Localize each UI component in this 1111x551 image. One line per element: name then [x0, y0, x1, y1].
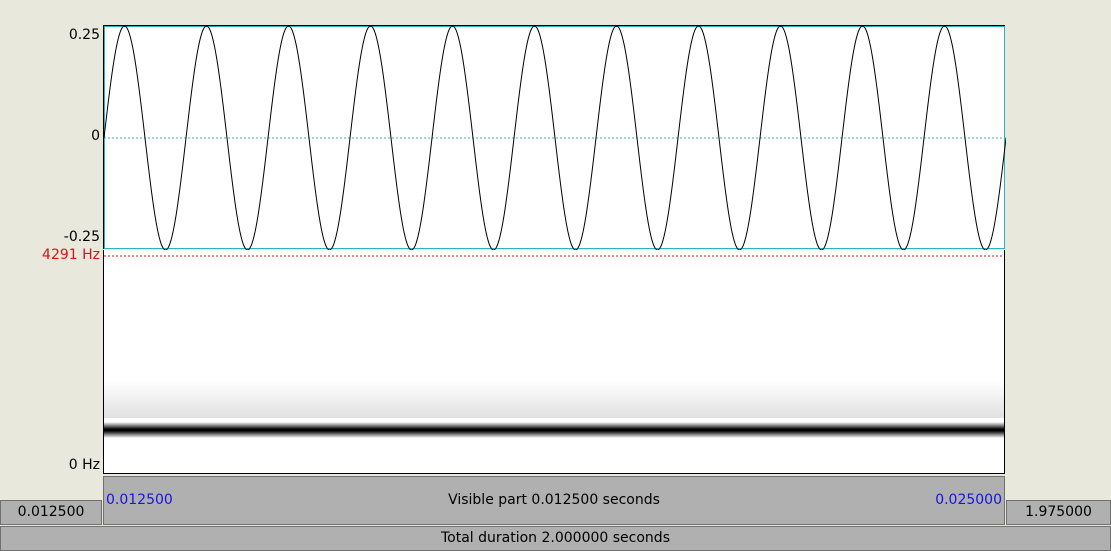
waveform-svg — [104, 26, 1006, 250]
time-after-visible-bar[interactable]: 1.975000 — [1006, 500, 1111, 525]
spectrogram-frequency-band — [104, 422, 1004, 438]
spectrogram-svg — [104, 255, 1004, 438]
waveform-y-top-label: 0.25 — [68, 27, 100, 43]
visible-end-time: 0.025000 — [935, 492, 1002, 508]
spectrogram-top-freq-label: 4291 Hz — [42, 247, 100, 263]
time-before-visible-bar[interactable]: 0.012500 — [0, 500, 102, 525]
total-duration-bar[interactable]: Total duration 2.000000 seconds — [0, 526, 1111, 551]
spectrogram-haze — [104, 380, 1004, 418]
visible-start-time: 0.012500 — [106, 492, 173, 508]
spectrogram-bottom-freq-label: 0 Hz — [68, 457, 100, 473]
spectrogram-panel[interactable] — [103, 250, 1005, 474]
waveform-y-bottom-label: -0.25 — [63, 229, 100, 245]
waveform-y-zero-label: 0 — [91, 128, 100, 144]
waveform-signal — [104, 26, 1006, 250]
visible-part-bar[interactable]: 0.012500 Visible part 0.012500 seconds 0… — [103, 476, 1005, 525]
waveform-panel[interactable] — [103, 25, 1006, 250]
visible-part-label: Visible part 0.012500 seconds — [448, 492, 660, 508]
